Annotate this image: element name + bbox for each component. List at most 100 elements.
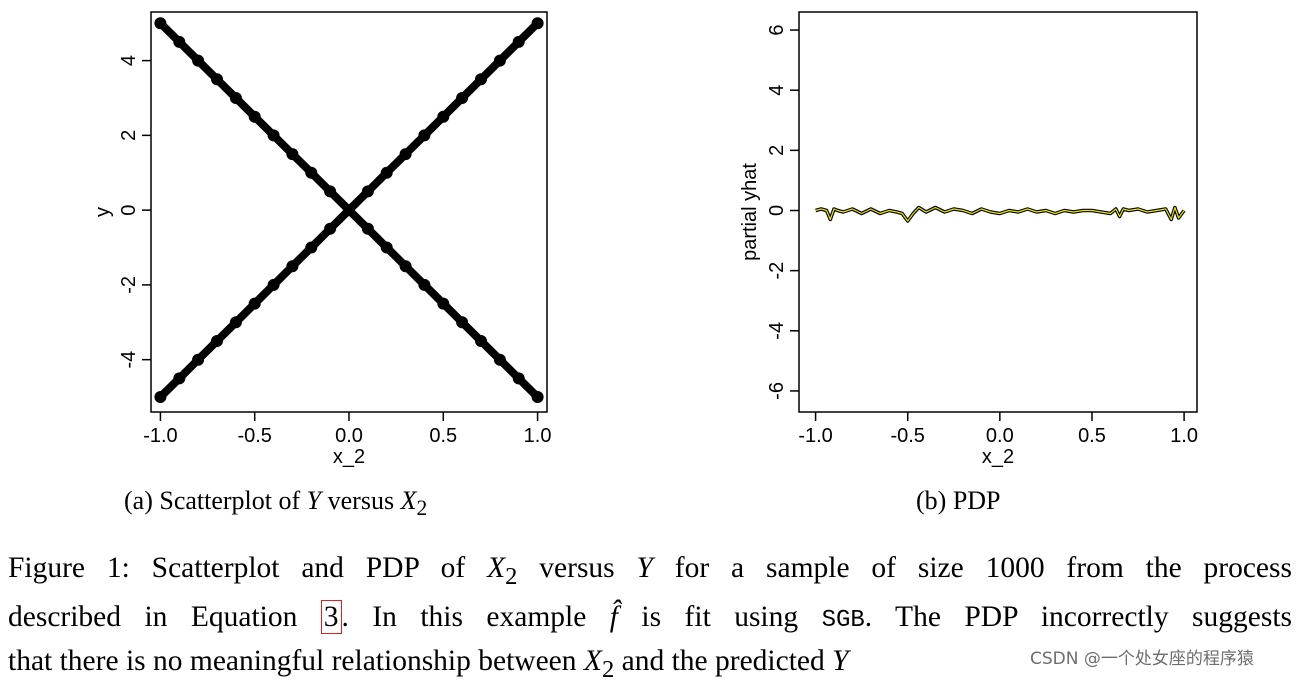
panel-a-caption-text: (a) Scatterplot of	[124, 486, 301, 515]
y-tick-label: 2	[118, 130, 140, 141]
x-tick-label: 0.0	[986, 425, 1014, 447]
caption-1-post: for a sample of size 1000 from the proce…	[652, 552, 1292, 584]
panel-b-caption-text: (b) PDP	[916, 486, 1001, 515]
caption-3-sub: 2	[601, 655, 615, 683]
caption-1-var-x: X	[487, 552, 506, 584]
panel-a-var-x: X	[400, 486, 417, 515]
y-tick-label: 0	[118, 205, 140, 216]
y-tick-label: 4	[118, 55, 140, 66]
panel-a-caption: (a) Scatterplot of Y versus X2	[124, 486, 427, 521]
y-tick-label: -4	[118, 351, 140, 369]
x-tick-label: -1.0	[798, 425, 832, 447]
caption-line-3: that there is no meaningful relationship…	[8, 641, 1292, 690]
scatter-band-segment	[495, 37, 523, 65]
caption-1-sub: 2	[505, 562, 518, 590]
scatter-band-segment	[250, 112, 278, 140]
scatter-band-segment	[194, 337, 221, 364]
y-axis-ticks-b: -6 -4 -2 0 2 4 6	[766, 24, 799, 400]
x-tick-label: -1.0	[143, 425, 177, 447]
scatter-band-segment	[269, 131, 297, 159]
caption-1-var-y: Y	[636, 552, 653, 584]
caption-2-mid2: is fit using	[618, 600, 822, 633]
scatter-band-segment	[231, 299, 259, 327]
caption-line-1: Figure 1: Scatterplot and PDP of X2 vers…	[8, 548, 1292, 597]
scatter-band-segment	[439, 299, 467, 327]
caption-line-2: described in Equation 3. In this example…	[8, 597, 1292, 641]
scatter-band-segment	[231, 94, 259, 121]
scatter-band-segment	[514, 374, 542, 401]
scatter-band-segment	[326, 187, 353, 215]
y-tick-label: -2	[766, 262, 788, 280]
y-tick-label: 0	[766, 205, 788, 216]
panel-b-caption: (b) PDP	[916, 486, 1001, 516]
scatter-band-segment	[156, 19, 184, 46]
scatter-band-segment	[477, 337, 504, 364]
pdp-panel: -1.0 -0.5 0.0 0.5 1.0 -6 -4 -2 0 2 4 6 x_2 partial…	[739, 11, 1198, 468]
panel-a-var-y: Y	[306, 486, 322, 515]
panel-a-versus: versus	[327, 486, 395, 515]
y-tick-label: 6	[766, 24, 788, 35]
panel-a-var-x-sub: 2	[416, 496, 428, 521]
scatterplot-panel: -1.0 -0.5 0.0 0.5 1.0 -4 -2 0 2 4 x_2 y	[92, 11, 552, 468]
x-axis-ticks-b: -1.0 -0.5 0.0 0.5 1.0	[798, 412, 1198, 447]
scatter-band-segment	[175, 355, 203, 383]
scatter-band-segment	[495, 355, 523, 383]
watermark-text: CSDN @一个处女座的程序猿	[1030, 649, 1254, 669]
x-tick-label: 0.5	[1078, 425, 1106, 447]
y-axis-ticks-a: -4 -2 0 2 4	[118, 55, 151, 369]
caption-2-fhat: f̂	[609, 600, 618, 633]
scatter-band-segment	[477, 56, 504, 84]
caption-2-post: . The PDP incorrectly suggests	[864, 600, 1292, 633]
y-axis-label-b: partial yhat	[739, 163, 761, 261]
scatter-band-segment	[288, 150, 316, 177]
x-axis-label-b: x_2	[982, 446, 1014, 468]
scatter-band-segment	[439, 94, 467, 121]
scatter-band-segment	[213, 318, 240, 345]
scatter-band-segment	[307, 168, 335, 196]
x-tick-label: 0.5	[429, 425, 457, 447]
y-tick-label: -6	[766, 382, 788, 400]
scatter-band-segment	[420, 112, 448, 140]
scatter-band-segment	[382, 150, 410, 177]
x-axis-label-a: x_2	[333, 446, 365, 468]
pdp-line	[815, 205, 1186, 223]
scatter-band-segment	[194, 56, 221, 84]
scatter-band-segment	[363, 168, 391, 196]
scatter-band-segment	[269, 262, 297, 289]
y-tick-label: -4	[766, 322, 788, 340]
caption-2-code: SGB	[821, 606, 865, 634]
caption-3-var-y: Y	[832, 644, 849, 677]
caption-2-pre: described in Equation	[8, 600, 321, 633]
caption-3-mid: and the predicted	[614, 644, 833, 677]
x-tick-label: 0.0	[335, 425, 363, 447]
x-tick-label: -0.5	[237, 425, 271, 447]
scatter-band-segment	[345, 206, 372, 233]
scatter-band-segment	[363, 224, 391, 252]
scatter-band-segment	[401, 262, 429, 289]
scatter-band-segment	[420, 280, 448, 308]
equation-ref-link[interactable]: 3	[320, 599, 342, 634]
pdp-series-highlight	[815, 206, 1185, 222]
scatter-points	[154, 17, 544, 403]
scatter-band-segment	[288, 243, 316, 271]
scatter-band-segment	[307, 224, 335, 252]
y-tick-label: 4	[766, 85, 788, 96]
scatter-band-segment	[514, 19, 542, 46]
figure-caption: Figure 1: Scatterplot and PDP of X2 vers…	[8, 548, 1292, 690]
y-tick-label: 2	[766, 145, 788, 156]
caption-1-mid: versus	[517, 552, 637, 584]
scatter-band-segment	[213, 75, 240, 102]
y-axis-label-a: y	[92, 207, 114, 217]
scatter-band-segment	[458, 75, 485, 102]
x-tick-label: 1.0	[524, 425, 552, 447]
figure: -1.0 -0.5 0.0 0.5 1.0 -4 -2 0 2 4 x_2 y -1.0 -0.5…	[92, 11, 1198, 468]
y-tick-label: -2	[118, 276, 140, 294]
caption-2-mid: . In this example	[341, 600, 610, 633]
scatter-band-segment	[458, 318, 485, 345]
caption-3-var-x: X	[583, 644, 602, 677]
scatter-band-segment	[382, 243, 410, 271]
scatter-band-segment	[250, 280, 278, 308]
caption-1-pre: Figure 1: Scatterplot and PDP of	[8, 552, 488, 584]
caption-3-pre: that there is no meaningful relationship…	[8, 644, 584, 677]
x-tick-label: -0.5	[890, 425, 924, 447]
